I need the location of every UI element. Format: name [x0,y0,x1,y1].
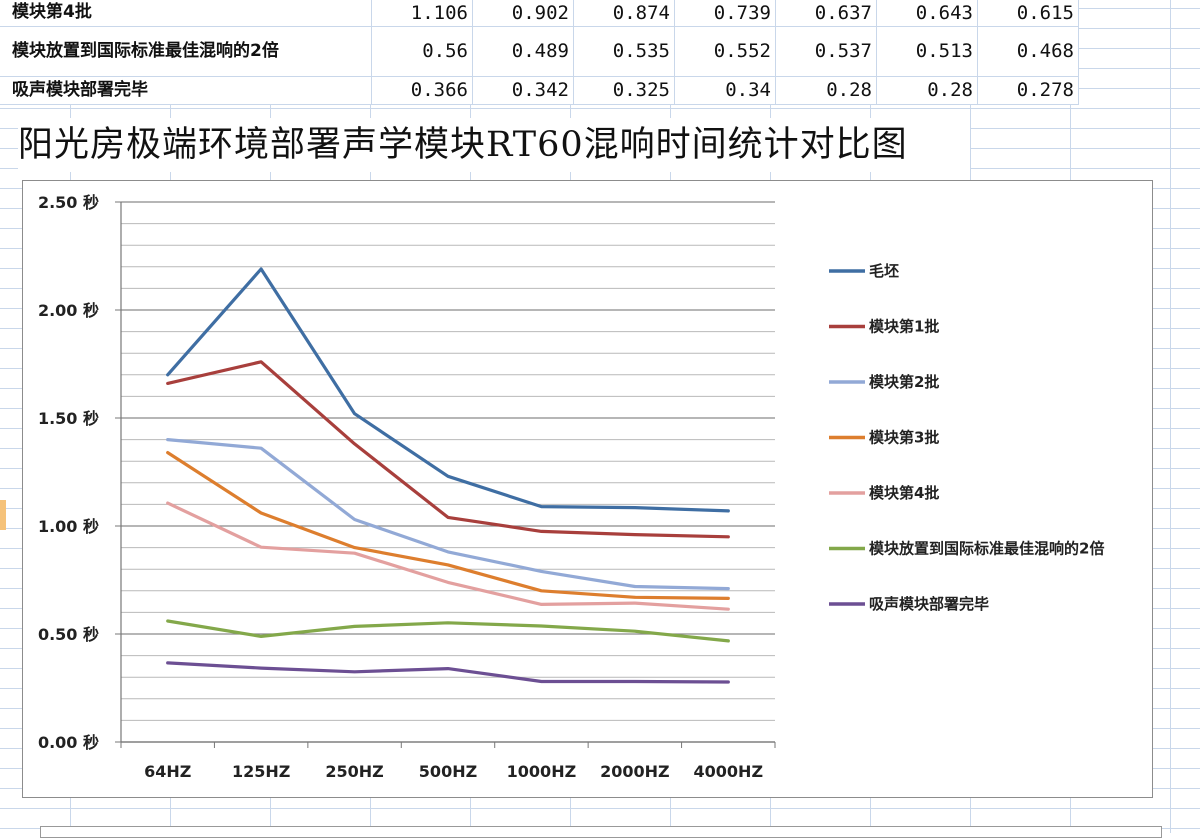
y-tick-label: 1.00 秒 [38,517,99,536]
table-cell[interactable]: 0.615 [978,0,1079,26]
y-tick-label: 0.00 秒 [38,733,99,752]
x-tick-label: 2000HZ [600,762,670,781]
table-cell[interactable]: 0.902 [473,0,574,26]
table-row: 吸声模块部署完毕 0.366 0.342 0.325 0.34 0.28 0.2… [0,76,1079,104]
legend-label: 模块第4批 [869,484,939,502]
table-cell[interactable]: 0.278 [978,76,1079,104]
series-line [168,621,729,641]
x-tick-label: 1000HZ [507,762,577,781]
table-cell[interactable]: 0.874 [574,0,675,26]
x-tick-label: 500HZ [419,762,477,781]
series-line [168,663,729,682]
legend-label: 毛坯 [869,262,899,280]
legend-label: 吸声模块部署完毕 [869,595,989,613]
table-cell[interactable]: 0.489 [473,26,574,76]
line-chart: 0.00 秒 0.50 秒 1.00 秒 1.50 秒 2.00 秒 2.50 秒 64HZ… [23,181,1152,797]
table-cell[interactable]: 0.643 [877,0,978,26]
x-tick-label: 125HZ [232,762,290,781]
y-tick-label: 0.50 秒 [38,625,99,644]
legend-label: 模块第3批 [869,429,939,447]
table-cell[interactable]: 0.535 [574,26,675,76]
y-tick-label: 2.00 秒 [38,301,99,320]
x-tick-label: 4000HZ [694,762,764,781]
series-line [168,269,729,511]
x-tick-label: 64HZ [144,762,191,781]
table-row: 模块放置到国际标准最佳混响的2倍 0.56 0.489 0.535 0.552 … [0,26,1079,76]
row-label[interactable]: 吸声模块部署完毕 [0,76,372,104]
selected-row-indicator [0,500,6,530]
table-cell[interactable]: 0.513 [877,26,978,76]
row-label[interactable]: 模块第4批 [0,0,372,26]
row-label[interactable]: 模块放置到国际标准最佳混响的2倍 [0,26,372,76]
x-tick-label: 250HZ [325,762,383,781]
table-cell[interactable]: 0.28 [877,76,978,104]
table-cell[interactable]: 0.34 [675,76,776,104]
legend-label: 模块第2批 [869,373,939,391]
table-cell[interactable]: 0.739 [675,0,776,26]
table-cell[interactable]: 0.537 [776,26,877,76]
series-line [168,362,729,537]
table-cell[interactable]: 0.342 [473,76,574,104]
table-cell[interactable]: 0.366 [372,76,473,104]
table-cell[interactable]: 0.28 [776,76,877,104]
data-table: 模块第4批 1.106 0.902 0.874 0.739 0.637 0.64… [0,0,1079,105]
legend-label: 模块第1批 [869,318,939,336]
next-chart-frame[interactable] [40,826,1162,838]
y-tick-label: 1.50 秒 [38,409,99,428]
table-row: 模块第4批 1.106 0.902 0.874 0.739 0.637 0.64… [0,0,1079,26]
table-cell[interactable]: 0.468 [978,26,1079,76]
table-cell[interactable]: 0.552 [675,26,776,76]
table-cell[interactable]: 0.637 [776,0,877,26]
chart-title: 阳光房极端环境部署声学模块RT60混响时间统计对比图 [18,118,970,172]
chart-area[interactable]: 0.00 秒 0.50 秒 1.00 秒 1.50 秒 2.00 秒 2.50 秒 64HZ… [22,180,1153,798]
legend-label: 模块放置到国际标准最佳混响的2倍 [869,540,1104,558]
table-cell[interactable]: 0.325 [574,76,675,104]
table-cell[interactable]: 1.106 [372,0,473,26]
y-tick-label: 2.50 秒 [38,193,99,212]
table-cell[interactable]: 0.56 [372,26,473,76]
